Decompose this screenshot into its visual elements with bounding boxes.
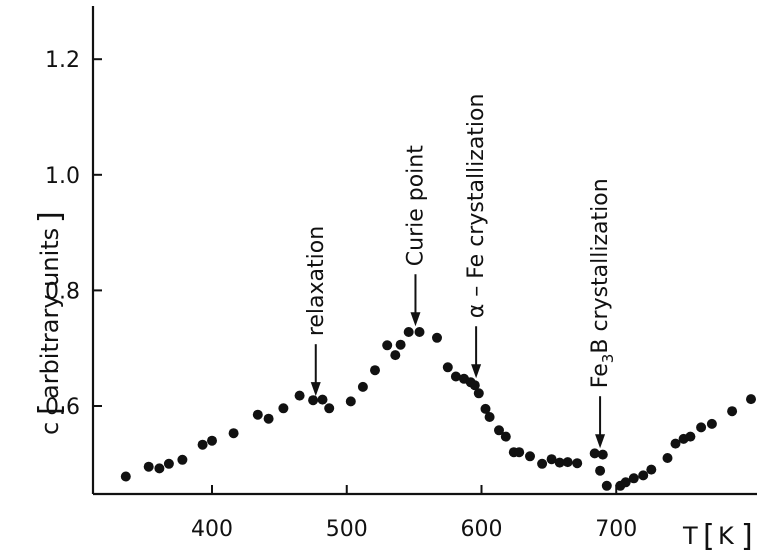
data-point <box>598 450 608 460</box>
data-point <box>370 365 380 375</box>
x-axis-title-bracket-right: ] <box>741 519 753 554</box>
annotation-arrowhead <box>595 434 605 448</box>
data-point <box>198 440 208 450</box>
data-point <box>308 395 318 405</box>
data-point <box>602 481 612 491</box>
data-point <box>396 340 406 350</box>
data-point <box>572 458 582 468</box>
data-point <box>324 403 334 413</box>
y-tick-label: 1.0 <box>45 164 80 189</box>
annotation-arrowhead <box>471 364 481 378</box>
data-point <box>525 451 535 461</box>
data-point <box>501 432 511 442</box>
data-point <box>229 428 239 438</box>
data-point <box>404 327 414 337</box>
data-point <box>253 410 263 420</box>
annotations: relaxation Curie point α – Fe crystallizat… <box>304 94 617 449</box>
x-tick-label: 400 <box>191 517 233 542</box>
data-points <box>121 327 756 491</box>
y-tick-label: 1.2 <box>45 48 80 73</box>
data-point <box>144 462 154 472</box>
y-axis-title-unit: arbitrary units <box>36 228 64 399</box>
data-point <box>595 466 605 476</box>
x-axis-title-bracket-left: [ <box>703 519 715 554</box>
data-point <box>474 388 484 398</box>
data-point <box>278 403 288 413</box>
x-axis-title: T [ K ] <box>682 519 753 554</box>
data-point <box>264 414 274 424</box>
annotation-label: Fe3B crystallization <box>588 178 617 388</box>
x-tick-label: 700 <box>595 517 637 542</box>
data-point <box>663 453 673 463</box>
data-point <box>346 396 356 406</box>
data-point <box>629 473 639 483</box>
data-point <box>638 470 648 480</box>
data-point <box>727 406 737 416</box>
data-point <box>537 459 547 469</box>
data-point <box>121 472 131 482</box>
data-point <box>154 463 164 473</box>
annotation-arrowhead <box>311 382 321 396</box>
data-point <box>164 459 174 469</box>
annotation-label: Curie point <box>403 145 428 266</box>
y-axis-title-symbol: c <box>36 422 64 435</box>
data-point <box>563 457 573 467</box>
data-point <box>207 436 217 446</box>
data-point <box>415 327 425 337</box>
data-point <box>177 455 187 465</box>
data-point <box>514 447 524 457</box>
y-axis-title-bracket-right: ] <box>33 211 68 223</box>
data-point <box>390 350 400 360</box>
annotation-arrowhead <box>410 312 420 326</box>
data-point <box>295 391 305 401</box>
data-point <box>443 362 453 372</box>
y-axis-title-bracket-left: [ <box>33 403 68 415</box>
x-tick-label: 600 <box>461 517 503 542</box>
data-point <box>382 340 392 350</box>
x-axis-title-unit: K <box>718 522 735 550</box>
data-point <box>432 333 442 343</box>
data-point <box>646 465 656 475</box>
annotation-label: relaxation <box>304 226 329 336</box>
data-point <box>485 412 495 422</box>
data-point <box>358 382 368 392</box>
data-point <box>696 422 706 432</box>
x-tick-label: 500 <box>326 517 368 542</box>
data-point <box>318 395 328 405</box>
data-point <box>707 419 717 429</box>
data-point <box>685 432 695 442</box>
annotation-label: α – Fe crystallization <box>464 94 489 319</box>
data-point <box>746 394 756 404</box>
x-axis-title-symbol: T <box>682 522 698 550</box>
